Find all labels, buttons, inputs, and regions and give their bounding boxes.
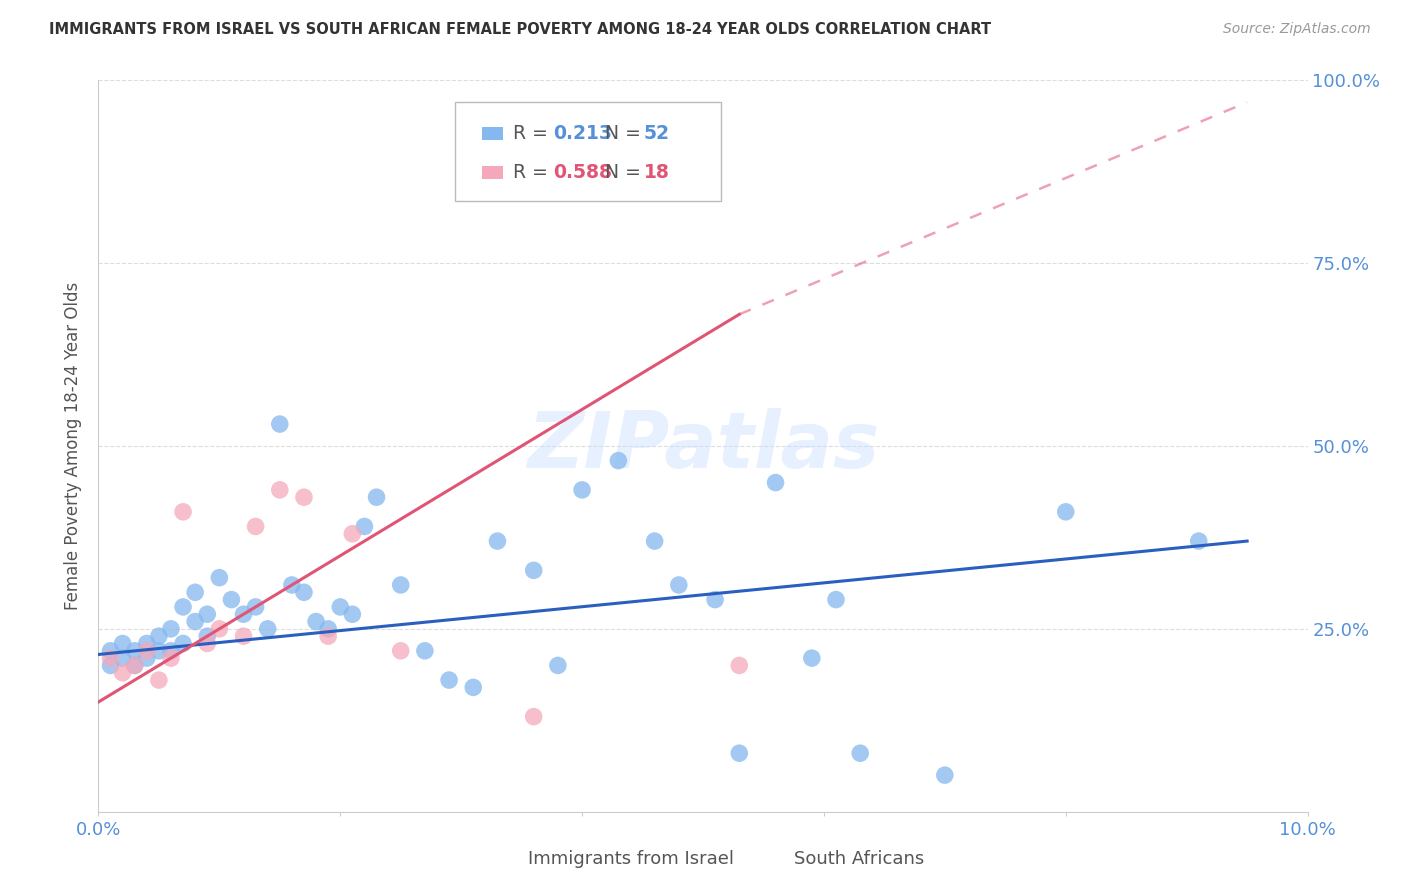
Point [413, 644, 436, 658]
Text: N =: N = [605, 124, 647, 143]
Point [607, 453, 630, 467]
FancyBboxPatch shape [456, 103, 721, 201]
Point [728, 746, 751, 760]
Point [269, 417, 291, 431]
Point [232, 629, 254, 643]
Point [148, 644, 170, 658]
Text: N =: N = [605, 163, 647, 182]
Point [316, 622, 339, 636]
Point [849, 746, 872, 760]
Point [135, 636, 157, 650]
Point [184, 615, 207, 629]
Point [353, 519, 375, 533]
Point [523, 709, 546, 723]
Point [172, 636, 194, 650]
Point [111, 636, 134, 650]
Point [389, 644, 412, 658]
Point [184, 585, 207, 599]
Point [100, 658, 122, 673]
Point [800, 651, 823, 665]
FancyBboxPatch shape [482, 127, 503, 140]
Point [195, 629, 218, 643]
Point [668, 578, 690, 592]
Point [644, 534, 666, 549]
Point [292, 490, 315, 504]
Point [111, 651, 134, 665]
Point [172, 505, 194, 519]
Point [172, 599, 194, 614]
Point [547, 658, 569, 673]
FancyBboxPatch shape [763, 853, 785, 866]
Point [523, 563, 546, 577]
Point [765, 475, 787, 490]
Point [281, 578, 304, 592]
Point [389, 578, 412, 592]
Text: Immigrants from Israel: Immigrants from Israel [527, 850, 734, 868]
Point [195, 607, 218, 622]
Point [148, 673, 170, 687]
Point [124, 644, 146, 658]
Point [135, 644, 157, 658]
Text: South Africans: South Africans [793, 850, 924, 868]
Point [316, 629, 339, 643]
FancyBboxPatch shape [498, 853, 519, 866]
Point [571, 483, 593, 497]
Point [728, 658, 751, 673]
Point [160, 651, 183, 665]
Text: 52: 52 [644, 124, 669, 143]
Text: ZIPatlas: ZIPatlas [527, 408, 879, 484]
Point [366, 490, 388, 504]
Point [245, 519, 267, 533]
Text: R =: R = [513, 163, 554, 182]
Point [160, 644, 183, 658]
Point [124, 658, 146, 673]
Point [934, 768, 956, 782]
Point [269, 483, 291, 497]
Point [208, 571, 231, 585]
Point [305, 615, 328, 629]
Point [100, 644, 122, 658]
Point [1188, 534, 1211, 549]
Point [329, 599, 352, 614]
Point [195, 636, 218, 650]
Point [100, 651, 122, 665]
Point [292, 585, 315, 599]
Point [825, 592, 848, 607]
Point [437, 673, 460, 687]
Point [1054, 505, 1077, 519]
Text: 0.588: 0.588 [553, 163, 612, 182]
Text: 18: 18 [644, 163, 669, 182]
Text: Source: ZipAtlas.com: Source: ZipAtlas.com [1223, 22, 1371, 37]
Point [486, 534, 509, 549]
Point [342, 607, 364, 622]
Point [704, 592, 727, 607]
FancyBboxPatch shape [482, 166, 503, 179]
Text: 0.213: 0.213 [553, 124, 612, 143]
Point [208, 622, 231, 636]
Point [342, 526, 364, 541]
Y-axis label: Female Poverty Among 18-24 Year Olds: Female Poverty Among 18-24 Year Olds [63, 282, 82, 610]
Point [124, 658, 146, 673]
Point [148, 629, 170, 643]
Point [160, 622, 183, 636]
Point [135, 651, 157, 665]
Point [256, 622, 278, 636]
Point [111, 665, 134, 680]
Point [463, 681, 485, 695]
Point [245, 599, 267, 614]
Text: R =: R = [513, 124, 554, 143]
Point [232, 607, 254, 622]
Point [221, 592, 243, 607]
Text: IMMIGRANTS FROM ISRAEL VS SOUTH AFRICAN FEMALE POVERTY AMONG 18-24 YEAR OLDS COR: IMMIGRANTS FROM ISRAEL VS SOUTH AFRICAN … [49, 22, 991, 37]
